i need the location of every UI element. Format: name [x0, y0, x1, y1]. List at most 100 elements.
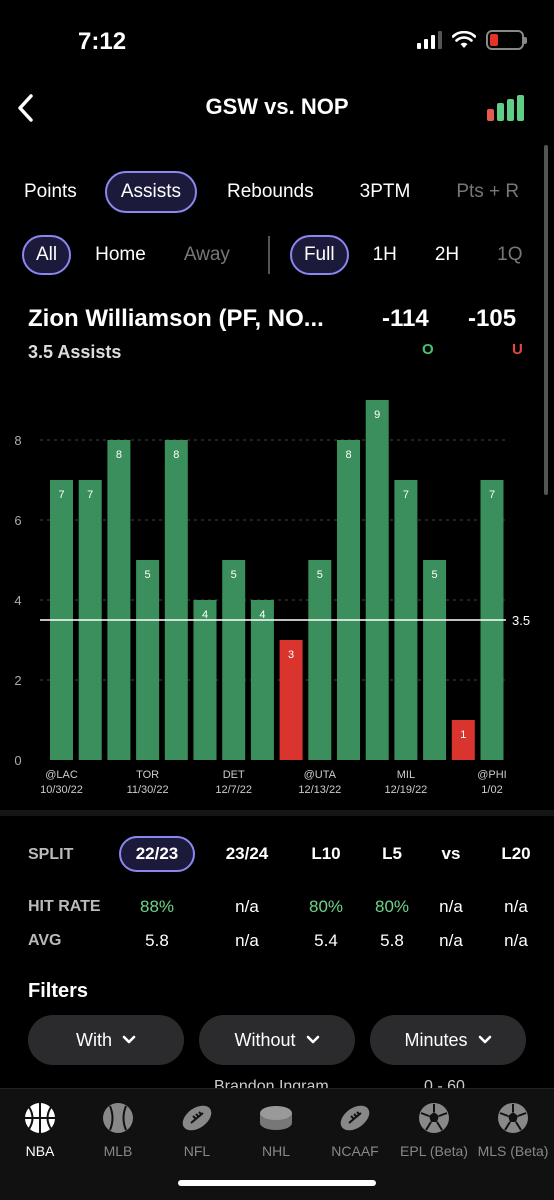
hit-rate-cell: n/a — [439, 897, 463, 916]
filters-title: Filters — [28, 980, 89, 1002]
chart-toggle-icon[interactable] — [487, 95, 524, 121]
tab-rebounds[interactable]: Rebounds — [227, 181, 314, 202]
x-tick-opponent: TOR — [136, 769, 159, 781]
x-tick-date: 12/13/22 — [298, 784, 341, 796]
filter-2h[interactable]: 2H — [434, 244, 460, 265]
bar-value-label: 5 — [317, 569, 323, 581]
tab-mlb[interactable]: MLB — [79, 1101, 157, 1159]
y-tick-label: 2 — [14, 673, 21, 688]
avg-cell: n/a — [235, 931, 259, 950]
bar-value-label: 3 — [288, 649, 294, 661]
tab-mlb-label: MLB — [103, 1143, 133, 1159]
tab-nhl-label: NHL — [261, 1143, 290, 1159]
tab-points[interactable]: Points — [24, 181, 77, 202]
filter-away[interactable]: Away — [183, 244, 230, 265]
split-header-0[interactable]: 22/23 — [119, 836, 195, 872]
soccer-ball-icon — [419, 1103, 449, 1133]
section-divider — [0, 810, 554, 816]
tab-nba[interactable]: NBA — [1, 1101, 79, 1159]
avg-cell: 5.8 — [380, 931, 404, 950]
prop-line: 3.5 Assists — [28, 342, 122, 362]
bar-value-label: 7 — [489, 489, 495, 501]
hockey-puck-icon — [260, 1106, 292, 1130]
bar — [337, 440, 360, 760]
over-odds[interactable]: -114 — [382, 305, 429, 332]
x-tick-opponent: @LAC — [45, 769, 78, 781]
filter-divider — [267, 236, 270, 274]
avg-cell: n/a — [504, 931, 528, 950]
bar-value-label: 8 — [345, 449, 351, 461]
tab-assists[interactable]: Assists — [104, 171, 197, 213]
split-row-label: SPLIT — [28, 846, 74, 863]
bar — [222, 560, 246, 760]
page-title: GSW vs. NOP — [205, 94, 349, 119]
split-header-1[interactable]: 23/24 — [225, 844, 269, 863]
bar — [250, 600, 274, 760]
bar — [423, 560, 447, 760]
bar — [136, 560, 160, 760]
game-filters: All Home Away Full 1H 2H 1Q — [22, 235, 543, 275]
bar — [193, 600, 217, 760]
bar-value-label: 7 — [87, 489, 93, 501]
avg-row-label: AVG — [28, 932, 62, 949]
split-header-5[interactable]: L20 — [501, 844, 531, 863]
without-filter-button[interactable]: Without — [199, 1015, 355, 1065]
assists-bar-chart: 0 2 4 6 8 7 7 8 5 8 4 5 4 3 5 8 9 7 5 1 7 3.5 @LAC 10/30/22 TOR 1… — [14, 400, 530, 796]
hit-rate-cell: 80% — [308, 897, 344, 916]
battery-icon — [486, 30, 527, 50]
chevron-down-icon — [478, 1035, 491, 1044]
tab-pts-reb[interactable]: Pts + R — [456, 181, 520, 202]
split-header-3[interactable]: L5 — [382, 844, 402, 863]
bar-value-label: 1 — [460, 729, 466, 741]
minutes-filter-button[interactable]: Minutes — [370, 1015, 526, 1065]
tab-ncaaf-label: NCAAF — [331, 1143, 379, 1159]
status-time: 7:12 — [78, 28, 127, 55]
split-header-2[interactable]: L10 — [311, 844, 341, 863]
tab-ncaaf[interactable]: NCAAF — [316, 1101, 394, 1159]
filter-1h[interactable]: 1H — [372, 244, 397, 265]
filter-all[interactable]: All — [22, 235, 72, 275]
x-tick-date: 10/30/22 — [40, 784, 83, 796]
home-indicator — [178, 1180, 376, 1186]
tab-nfl-label: NFL — [183, 1143, 211, 1159]
bar-value-label: 9 — [374, 409, 380, 421]
split-header-4[interactable]: vs — [441, 844, 461, 863]
player-name: Zion Williamson (PF, NO... — [28, 305, 324, 332]
avg-cell: 5.4 — [314, 931, 338, 950]
tab-mls[interactable]: MLS (Beta) — [474, 1101, 552, 1159]
x-tick-date: 11/30/22 — [127, 784, 169, 796]
filter-full[interactable]: Full — [289, 235, 349, 275]
tab-epl[interactable]: EPL (Beta) — [395, 1101, 473, 1159]
bar — [365, 400, 389, 760]
x-tick-opponent: @UTA — [304, 769, 337, 781]
hit-rate-row-label: HIT RATE — [28, 898, 101, 915]
hit-rate-cell: 80% — [374, 897, 410, 916]
under-odds[interactable]: -105 — [468, 305, 517, 332]
x-tick-opponent: @PHI — [477, 769, 507, 781]
tab-nfl[interactable]: NFL — [158, 1101, 236, 1159]
back-button[interactable] — [10, 90, 40, 126]
bar — [164, 440, 188, 760]
tab-nba-label: NBA — [25, 1143, 55, 1159]
with-filter-button[interactable]: With — [28, 1015, 184, 1065]
baseball-icon — [103, 1103, 133, 1133]
y-tick-label: 8 — [14, 433, 21, 448]
tab-epl-label: EPL (Beta) — [400, 1143, 468, 1159]
chevron-down-icon — [122, 1035, 136, 1044]
basketball-icon — [25, 1103, 55, 1133]
over-label: O — [422, 341, 434, 358]
scrollbar[interactable] — [544, 145, 548, 495]
hit-rate-cell: n/a — [504, 897, 528, 916]
bar-value-label: 8 — [116, 449, 122, 461]
without-filter-label: Without — [234, 1029, 296, 1050]
filter-1q[interactable]: 1Q — [497, 244, 523, 265]
tab-nhl[interactable]: NHL — [237, 1101, 315, 1159]
filter-home[interactable]: Home — [95, 244, 146, 265]
cellular-signal-icon — [417, 31, 442, 49]
chevron-left-icon — [18, 94, 33, 122]
tab-3ptm[interactable]: 3PTM — [359, 181, 411, 202]
soccer-ball-icon — [498, 1103, 528, 1133]
under-label: U — [512, 341, 523, 358]
stat-tabs: Points Assists Rebounds 3PTM Pts + R — [22, 171, 554, 213]
bar-value-label: 7 — [403, 489, 409, 501]
